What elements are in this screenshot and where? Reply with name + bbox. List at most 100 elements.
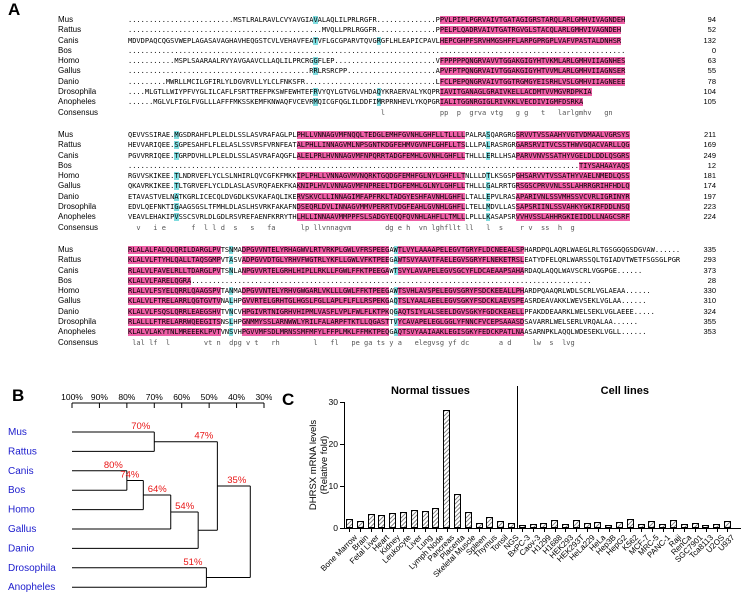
residue-number: 330	[703, 286, 716, 296]
residue-number: 78	[707, 76, 716, 86]
sequence-text: ........................................…	[128, 161, 630, 170]
species-label: Bos	[8, 485, 25, 496]
species-name: Anopheles	[58, 327, 96, 337]
x-tick	[695, 529, 696, 532]
x-tick	[522, 529, 524, 532]
similarity-label: 80%	[104, 460, 124, 471]
alignment-block: Mus .........................MSTLRALRAVLC…	[58, 15, 716, 118]
scale-tick-label: 90%	[91, 392, 108, 402]
x-tick	[468, 529, 470, 532]
sequence-text: RLALALFALQLQRILDARGLPVTSNMADPGVVNTELYRHA…	[128, 245, 681, 254]
x-tick	[435, 529, 437, 532]
species-name: Homo	[58, 56, 80, 66]
species-name: Consensus	[58, 222, 99, 232]
x-tick	[381, 529, 383, 532]
x-tick	[446, 529, 448, 532]
sequence-text: KLALVLFARELQGRA.........................…	[128, 276, 592, 285]
residue-number: 324	[703, 306, 716, 316]
species-name: Mus	[58, 129, 74, 139]
species-label: Anopheles	[8, 582, 55, 593]
x-tick	[500, 529, 502, 532]
alignment-row: Canis RLALVLFAVELRLLTDARGLPVTSNLANPGVVRTE…	[58, 266, 716, 276]
alignment-row: Rattus KLALVLFTYHLQALLTAQSGMPVTASVADPGVVD…	[58, 255, 716, 265]
species-label: Canis	[8, 466, 34, 477]
similarity-label: 54%	[175, 501, 195, 512]
alignment-row: Danio ETAVASTVELNATKGRLICECQLDVGDLKSVKAFA…	[58, 192, 716, 202]
x-tick	[597, 529, 599, 532]
bar	[680, 523, 688, 528]
residue-number: 132	[703, 35, 716, 45]
similarity-label: 47%	[194, 431, 214, 442]
alignment-row: Canis MDVDPAQCQGSVWEPLAGASAVAGHAVHEQGSTCV…	[58, 36, 716, 46]
alignment-row: Anopheles VEAVLEHAKIPVSSCSVRLDLGDLRSVREFA…	[58, 212, 716, 222]
y-tick-label: 30	[328, 397, 338, 407]
similarity-label: 51%	[183, 557, 203, 568]
x-tick	[425, 529, 426, 532]
bar	[615, 522, 623, 528]
bar	[389, 512, 397, 528]
alignment-row: Drosophila ....MLGTLLWIYPFVYGLILCAFLFSRTT…	[58, 87, 716, 97]
alignment-row: Mus .........................MSTLRALRAVLC…	[58, 15, 716, 25]
bar	[723, 521, 731, 528]
x-tick	[371, 529, 372, 532]
species-name: Gallus	[58, 296, 81, 306]
sequence-text: ........................................…	[128, 46, 626, 55]
panel-a-label: A	[8, 0, 21, 19]
sequence-text: ........................................…	[128, 67, 626, 76]
species-name: Anopheles	[58, 212, 96, 222]
sequence-text: PGVVRRIQEE.TGRPDVHLLPLELDLSSLASVRAFAQGFL…	[128, 151, 630, 160]
bar	[367, 513, 375, 528]
alignment-block: Mus QEVVSSIRAE.MGSDRAHFLPLELDLSSLASVRAFAG…	[58, 130, 716, 233]
group-title: Cell lines	[600, 385, 649, 397]
y-axis-label: DHRSX mRNA levels (Relative fold)	[308, 390, 330, 540]
x-axis	[344, 528, 741, 529]
y-tick	[340, 402, 344, 403]
alignment-row: Bos.....................................…	[58, 161, 716, 171]
species-name: Bos	[58, 160, 72, 170]
y-axis	[344, 402, 345, 528]
residue-number: 55	[707, 66, 716, 76]
sequence-text: ...........MSPLSAARAALRVYAVGAAVCLLAQLILP…	[128, 57, 626, 66]
residue-number: 249	[703, 150, 716, 160]
sequence-text: MDVDPAQCQGSVWEPLAGASAVAGHAVHEQGSTCVLVEHA…	[128, 36, 622, 45]
residue-number: 105	[703, 97, 716, 107]
bar	[529, 524, 537, 528]
bar	[691, 522, 699, 528]
scale-tick-label: 100%	[61, 392, 83, 402]
alignment-row: Danio KLALVLFSQSLQRRLEAEGSHVTVNCVHPGIVRTN…	[58, 307, 716, 317]
species-label: Drosophila	[8, 563, 56, 574]
species-name: Mus	[58, 15, 74, 24]
bar	[378, 515, 386, 528]
x-tick	[533, 529, 534, 532]
residue-number: 335	[703, 244, 716, 254]
alignment-row: Homo RGVVSKIKEE.TLNDRVEFLYCLSLNHIRLQVCGFK…	[58, 171, 716, 181]
alignment-row: Homo RLALVLFSYELQRRLQAAGSPVTANMADPGVVNTEL…	[58, 286, 716, 296]
bar	[637, 523, 645, 528]
alignment-row: Rattus..................................…	[58, 25, 716, 35]
species-label: Rattus	[8, 446, 37, 457]
species-name: Bos	[58, 45, 72, 55]
y-tick	[340, 528, 344, 529]
residue-number: 94	[707, 15, 716, 24]
x-tick	[554, 529, 556, 532]
species-name: Bos	[58, 275, 72, 285]
alignment-row: Gallus..................................…	[58, 66, 716, 76]
bar	[626, 518, 634, 528]
species-label: Mus	[8, 427, 27, 438]
sequence-text: RGVVSKIKEE.TLNDRVEFLYCLSLNHIRLQVCGFKFMKK…	[128, 172, 630, 181]
x-tick	[576, 529, 578, 532]
species-name: Drosophila	[58, 317, 97, 327]
alignment-row: Canis PGVVRRIQEE.TGRPDVHLLPLELDLSSLASVRAF…	[58, 151, 716, 161]
bar	[540, 522, 548, 528]
bar	[410, 510, 418, 528]
bar	[432, 507, 440, 528]
alignment-row: Gallus QKAVRKIKEE.TLTGRVEFLYCLDLASLASVRQF…	[58, 181, 716, 191]
sequence-text: QKAVRKIKEE.TLTGRVEFLYCLDLASLASVRQFAEKFKA…	[128, 182, 630, 191]
bar	[518, 525, 526, 528]
sequence-alignment: Mus .........................MSTLRALRAVLC…	[58, 15, 716, 360]
species-name: Drosophila	[58, 202, 97, 212]
species-name: Consensus	[58, 107, 99, 117]
sequence-text: lal lf l vt n dpg v t rh l fl pe ga ts y…	[128, 338, 575, 347]
bar	[594, 521, 602, 528]
residue-number: 181	[703, 171, 716, 181]
